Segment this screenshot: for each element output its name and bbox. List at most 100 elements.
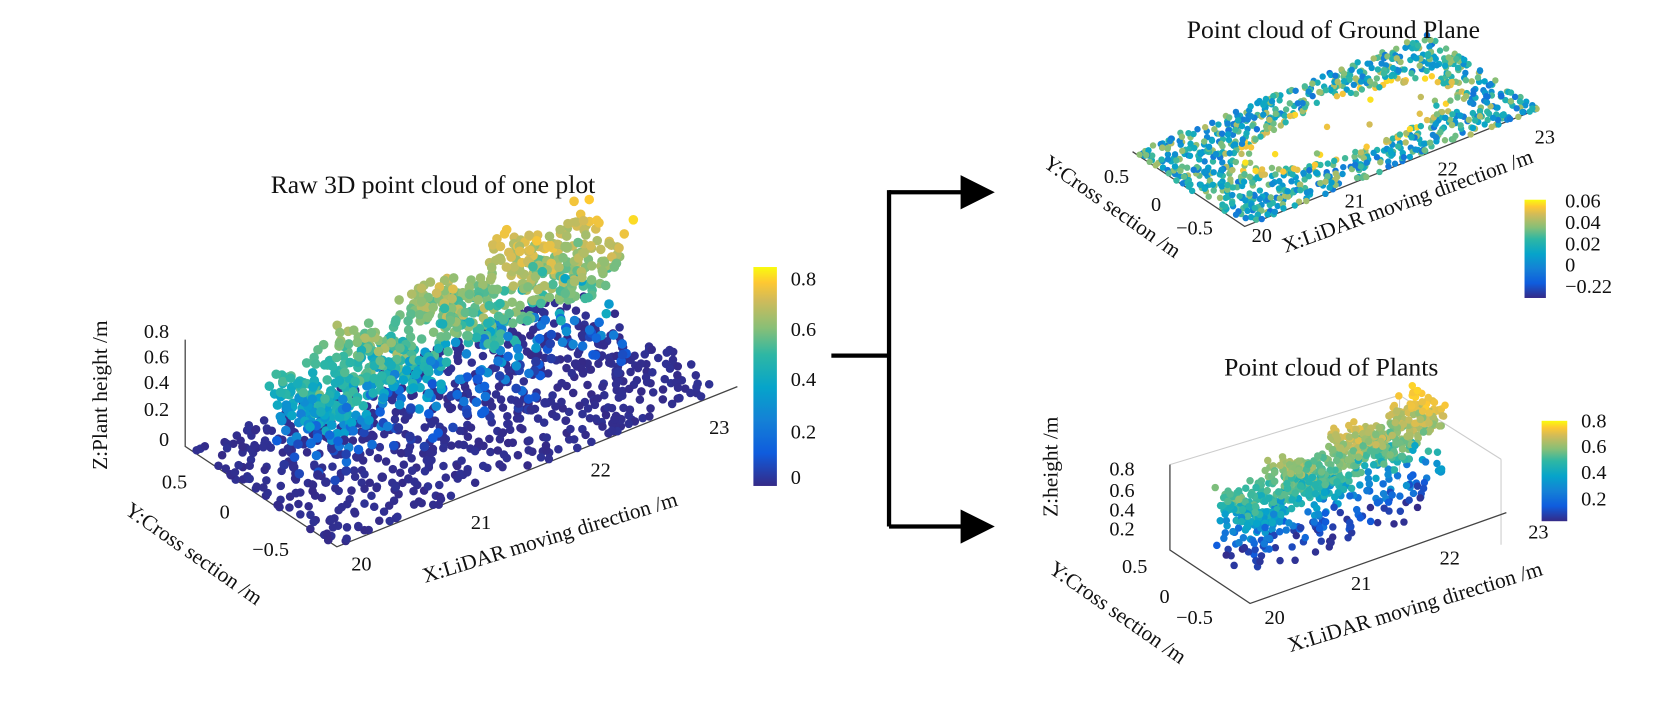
- point: [1344, 471, 1353, 479]
- point: [540, 398, 550, 408]
- point: [473, 294, 484, 305]
- point: [1340, 77, 1348, 85]
- point: [1289, 171, 1296, 178]
- point: [464, 317, 475, 327]
- point: [1380, 460, 1388, 468]
- point: [1245, 503, 1253, 511]
- point: [1321, 518, 1330, 526]
- point: [1387, 147, 1394, 154]
- point: [358, 435, 367, 444]
- colorbar-tick-label: 0.6: [1581, 436, 1606, 458]
- point: [302, 448, 312, 457]
- point: [581, 311, 590, 320]
- point: [531, 236, 542, 246]
- point: [1286, 112, 1294, 120]
- point: [1400, 518, 1408, 526]
- point: [217, 450, 227, 460]
- point: [1266, 116, 1273, 123]
- point: [1288, 543, 1296, 551]
- point: [292, 378, 303, 389]
- point: [1209, 181, 1217, 188]
- point: [571, 306, 581, 315]
- point: [557, 337, 568, 348]
- point: [341, 466, 351, 476]
- point: [1465, 60, 1472, 68]
- point: [1424, 50, 1432, 58]
- point: [1243, 130, 1250, 137]
- point: [471, 397, 482, 408]
- point: [1421, 146, 1428, 154]
- point: [452, 389, 463, 400]
- point: [525, 436, 534, 445]
- point: [498, 314, 509, 325]
- point: [1195, 156, 1203, 163]
- colorbar-tick-label: 0.4: [1581, 462, 1606, 484]
- point: [1498, 92, 1505, 100]
- point: [474, 437, 483, 446]
- point: [1378, 60, 1385, 67]
- point: [390, 415, 400, 424]
- point: [1507, 98, 1515, 105]
- point: [291, 432, 302, 442]
- point: [348, 325, 359, 335]
- point: [604, 299, 614, 309]
- point: [585, 413, 595, 423]
- point: [673, 370, 682, 380]
- point: [662, 348, 672, 357]
- point: [354, 352, 365, 362]
- point: [468, 308, 479, 318]
- point: [484, 300, 495, 311]
- point: [607, 403, 617, 413]
- point: [337, 502, 347, 512]
- point: [1372, 474, 1380, 483]
- point: [508, 281, 519, 291]
- point: [1373, 154, 1381, 161]
- point: [522, 315, 533, 326]
- point: [1419, 428, 1428, 436]
- point: [587, 437, 596, 447]
- point: [250, 425, 260, 435]
- point: [1418, 398, 1426, 406]
- point: [673, 383, 683, 392]
- point: [541, 441, 551, 450]
- point: [613, 367, 623, 378]
- point: [1511, 93, 1519, 101]
- point: [598, 422, 607, 431]
- point: [544, 292, 555, 303]
- point: [1399, 420, 1408, 429]
- point: [313, 470, 323, 480]
- point: [440, 339, 451, 349]
- point: [1476, 107, 1484, 115]
- point: [1304, 460, 1312, 469]
- point: [462, 468, 472, 477]
- x-tick-label: 22: [1437, 159, 1457, 181]
- point: [1271, 208, 1279, 215]
- point: [1417, 122, 1425, 130]
- point: [1445, 54, 1452, 61]
- point: [1454, 64, 1462, 71]
- point: [311, 450, 322, 461]
- point: [1425, 428, 1433, 436]
- point: [307, 367, 318, 378]
- point: [1334, 78, 1341, 86]
- point: [1183, 164, 1191, 171]
- point: [381, 457, 391, 466]
- point: [598, 382, 607, 392]
- flow-arrows: [831, 175, 995, 544]
- z-axis-label: Z:Plant height /m: [88, 320, 112, 470]
- point: [1388, 72, 1395, 80]
- point: [1296, 181, 1304, 188]
- point: [258, 442, 268, 452]
- point: [495, 298, 505, 309]
- point: [569, 435, 579, 444]
- point: [1409, 489, 1418, 498]
- point: [1216, 194, 1224, 202]
- point: [446, 304, 457, 314]
- point: [273, 500, 282, 510]
- point: [557, 378, 566, 388]
- point: [309, 517, 318, 527]
- point: [604, 358, 614, 367]
- point: [583, 404, 593, 413]
- point: [1336, 472, 1344, 481]
- point: [316, 407, 326, 417]
